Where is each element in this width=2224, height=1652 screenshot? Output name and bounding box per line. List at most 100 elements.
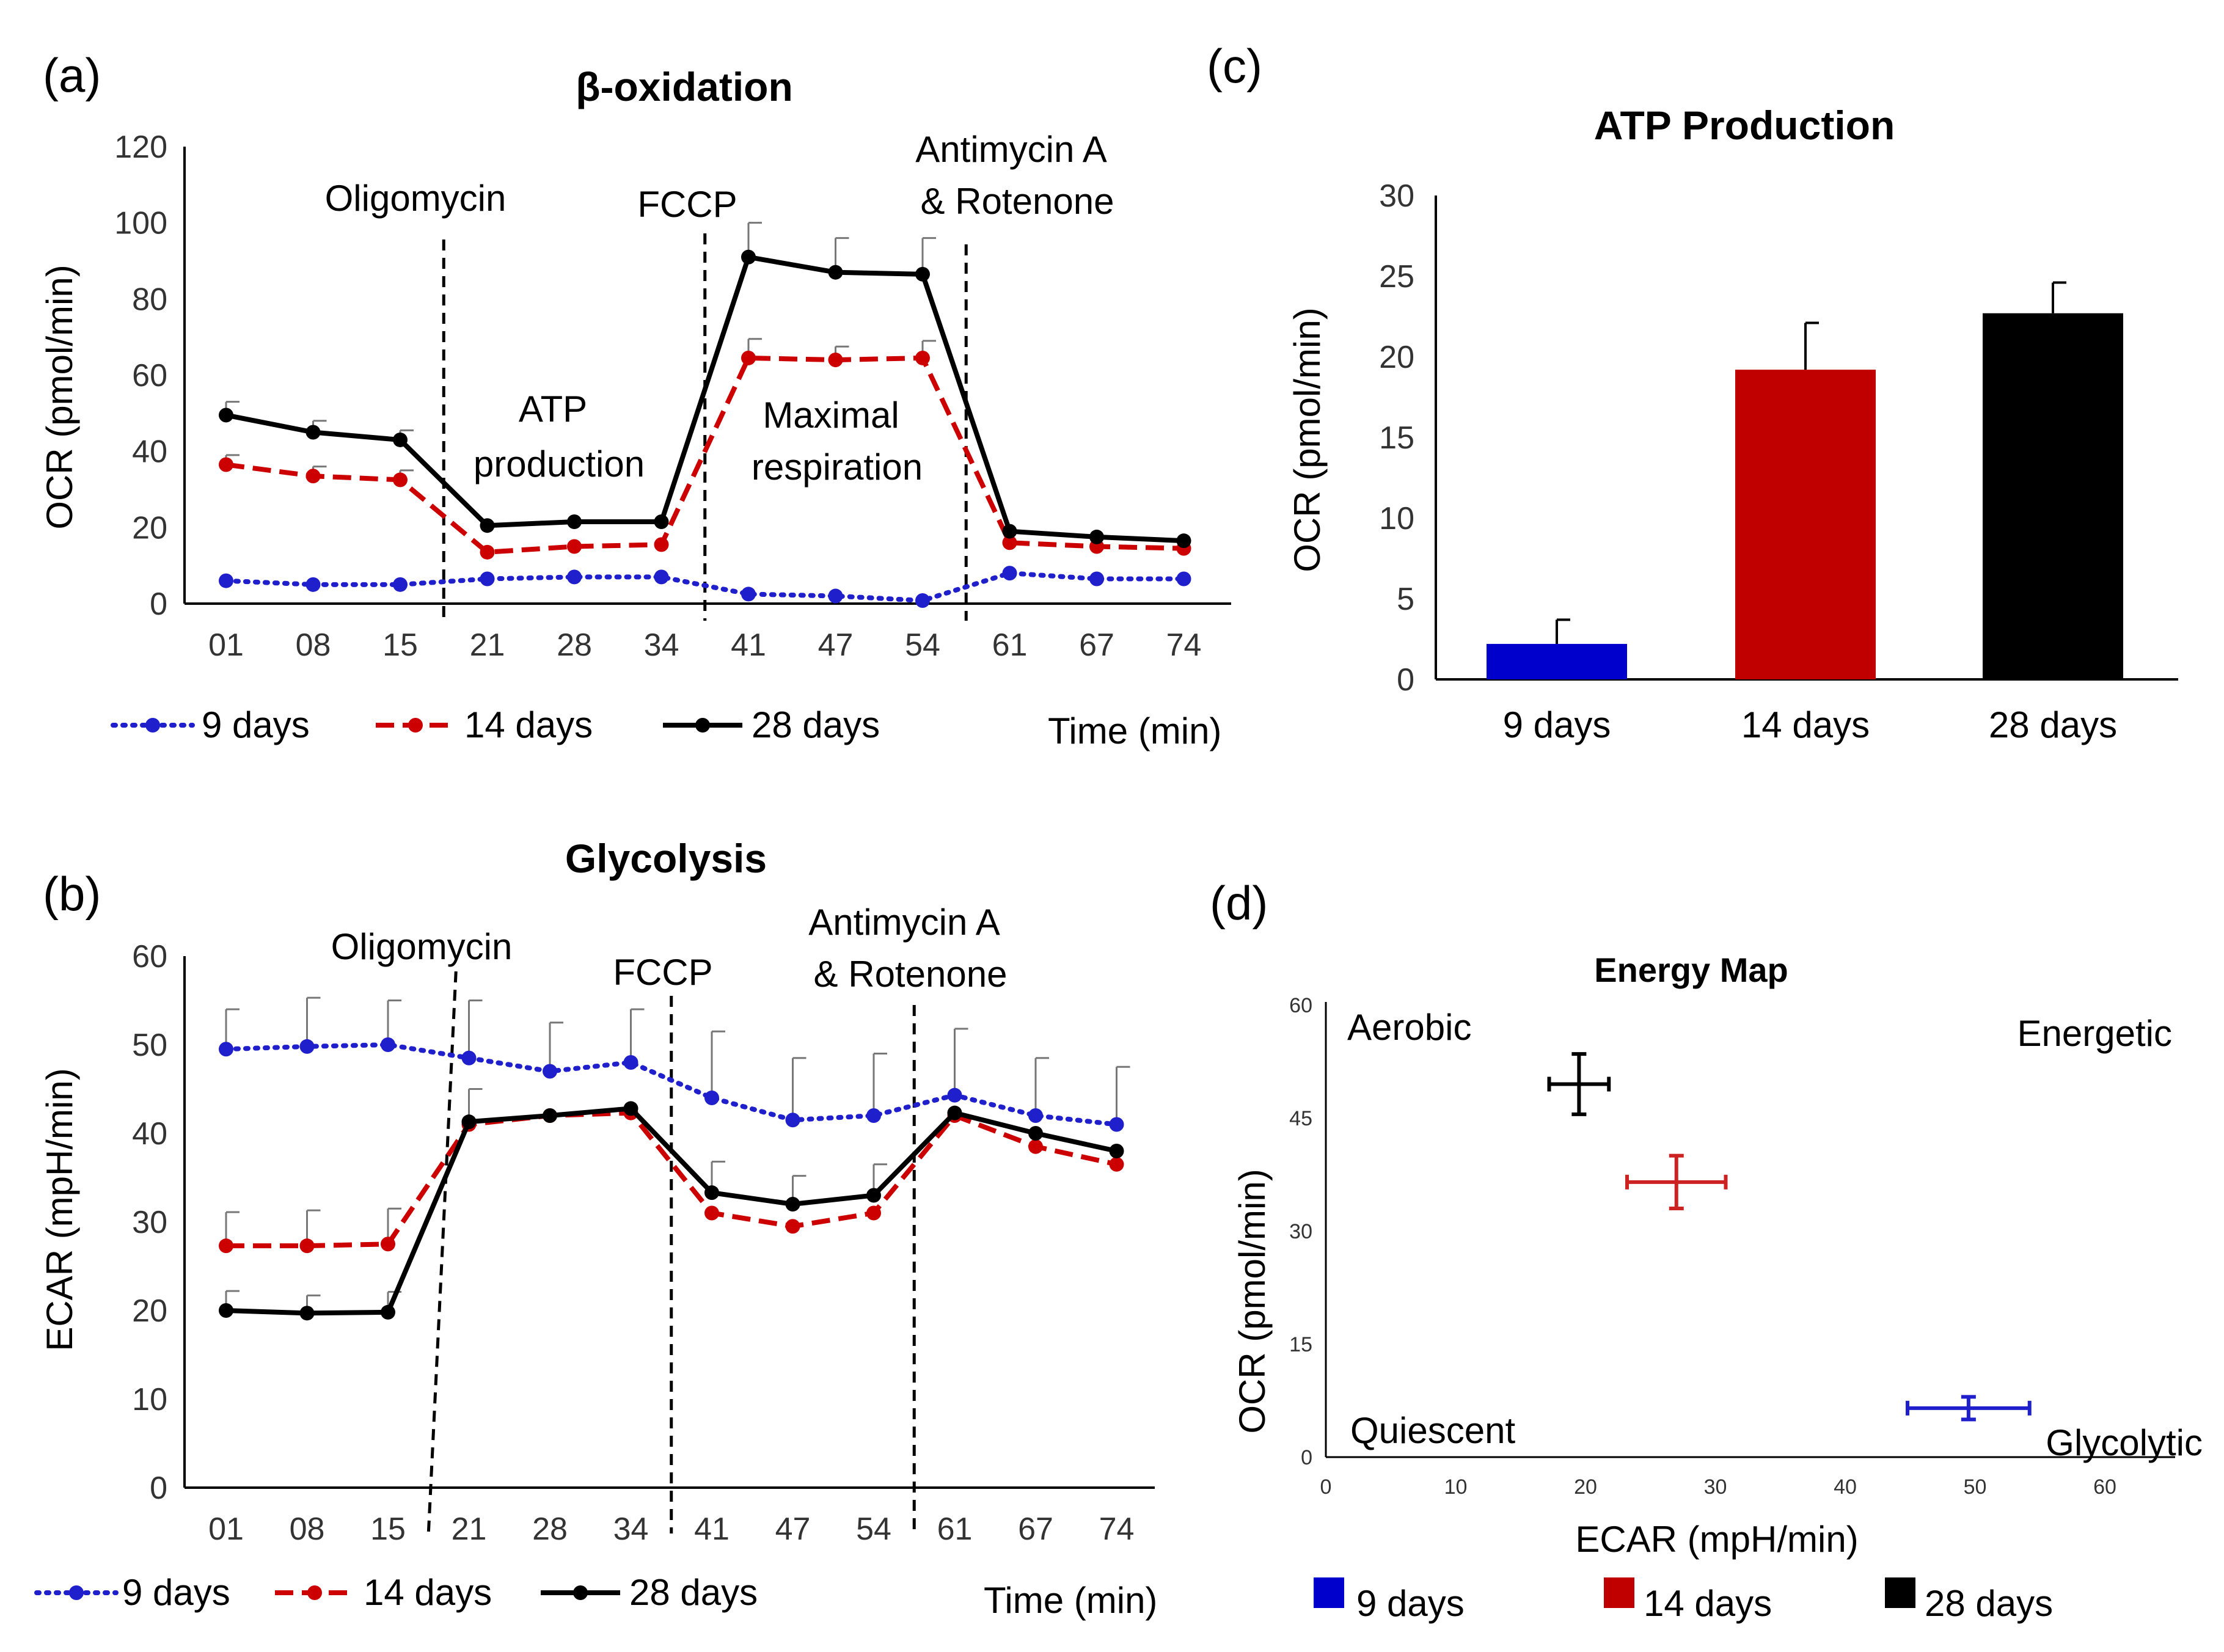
series-line [225,1106,1117,1316]
x-tick-label: 61 [992,627,1028,663]
annotation-maximal-line1: Maximal [763,395,899,436]
chart-d-points [1547,1052,2032,1422]
data-point [305,469,321,484]
data-point [866,1205,881,1221]
x-tick-label: 28 [557,627,592,663]
data-point [1028,1126,1043,1141]
data-point [219,573,233,588]
data-point [654,514,669,529]
data-point [219,1042,233,1057]
series-14-days [219,338,1191,560]
x-tick-label: 21 [470,627,505,663]
y-tick-label: 15 [1379,420,1414,456]
data-point [654,537,669,552]
x-tick-label: 67 [1018,1511,1053,1547]
y-tick-label: 80 [132,282,167,317]
y-tick-label: 25 [1379,259,1414,294]
y-tick-label: 60 [132,939,167,974]
annotation-b-antimycin-line2: & Rotenone [814,954,1008,995]
series-line [225,355,1184,555]
data-point [741,350,756,365]
x-tick-label: 61 [937,1511,973,1547]
series-line [224,571,1187,604]
annotation-antimycin-line1: Antimycin A [915,129,1107,170]
panel-d-energy-map: (d) Energy Map 0 15 30 45 60 0 10 20 30 40 50 60 O… [1210,876,2203,1624]
data-point [915,266,930,282]
energy-point-9-days [1906,1395,2032,1422]
x-tick-label: 74 [1166,627,1202,663]
chart-d-legend: 9 days 14 days 28 days [1314,1577,2053,1624]
x-tick-label: 21 [452,1511,487,1547]
data-point [741,587,756,602]
legend-b-9-days: 9 days [34,1572,230,1613]
annotation-maximal-line2: respiration [752,447,923,488]
series-9-days [219,566,1191,609]
series-line [225,254,1184,544]
svg-text:14 days: 14 days [364,1572,492,1613]
y-tick-label: 45 [1289,1107,1312,1130]
chart-a-title: β-oxidation [576,64,793,109]
annotation-oligomycin: Oligomycin [325,178,507,219]
legend-a-9-days: 9 days [111,704,310,745]
annotation-atp-line1: ATP [519,389,587,429]
svg-text:9 days: 9 days [1356,1583,1465,1624]
x-tick-label: 28 days [1989,704,2117,745]
data-point [704,1185,719,1201]
data-point [1109,1157,1124,1172]
data-point [947,1087,962,1103]
data-point [1002,566,1017,581]
bar-28-days [1983,313,2123,679]
y-tick-label: 120 [114,130,167,165]
data-point [1109,1117,1124,1132]
quadrant-glycolytic: Glycolytic [2046,1422,2203,1463]
data-point [543,1064,557,1079]
panel-c-atp-bar-chart: (c) ATP Production 0 5 10 15 20 25 30 OCR (pmo… [1207,39,2178,745]
annotation-b-fccp: FCCP [613,952,712,993]
y-tick-label: 5 [1397,582,1414,617]
annotation-b-antimycin-line1: Antimycin A [808,902,1000,943]
chart-b-y-ticks: 0 10 20 30 40 50 60 [132,939,167,1506]
data-point [393,577,408,592]
data-point [461,1050,477,1065]
panel-a-letter: (a) [43,48,101,102]
data-point [299,1306,315,1321]
series-9-days [219,996,1130,1132]
x-tick-label: 41 [694,1511,730,1547]
chart-a-legend: 9 days 14 days 28 days Time (min) [111,704,1221,751]
annotation-b-oligomycin: Oligomycin [331,926,513,967]
chart-b-title: Glycolysis [565,836,767,881]
x-tick-label: 34 [613,1511,649,1547]
svg-text:28 days: 28 days [1925,1583,2053,1624]
data-point [654,569,669,585]
series-line [226,1110,1117,1249]
treatment-divider-line [426,971,458,1534]
data-point [915,350,930,365]
data-point [1176,533,1191,549]
x-tick-label: 01 [208,627,244,663]
data-point [219,1303,233,1318]
data-point [381,1304,395,1320]
data-point [828,265,843,280]
chart-a-y-axis-label: OCR (pmol/min) [39,265,80,529]
data-point [947,1105,962,1120]
chart-d-y-ticks: 0 15 30 45 60 [1289,994,1312,1469]
data-point [1089,571,1104,587]
annotation-fccp: FCCP [637,184,737,225]
bar-9-days [1487,643,1627,679]
x-tick-label: 30 [1704,1475,1727,1499]
data-point [219,457,233,472]
svg-text:14 days: 14 days [1644,1583,1772,1624]
legend-b-time-label: Time (min) [984,1580,1157,1621]
energy-point-14-days [1625,1153,1728,1210]
chart-d-x-ticks: 0 10 20 30 40 50 60 [1320,1475,2116,1499]
data-point [305,577,321,592]
annotation-antimycin-line2: & Rotenone [921,181,1114,222]
data-point [623,1101,638,1116]
x-tick-label: 67 [1079,627,1114,663]
x-tick-label: 9 days [1503,704,1611,745]
data-point [299,1039,315,1054]
y-tick-label: 0 [150,587,167,622]
svg-text:28 days: 28 days [752,704,880,745]
x-tick-label: 47 [775,1511,811,1547]
